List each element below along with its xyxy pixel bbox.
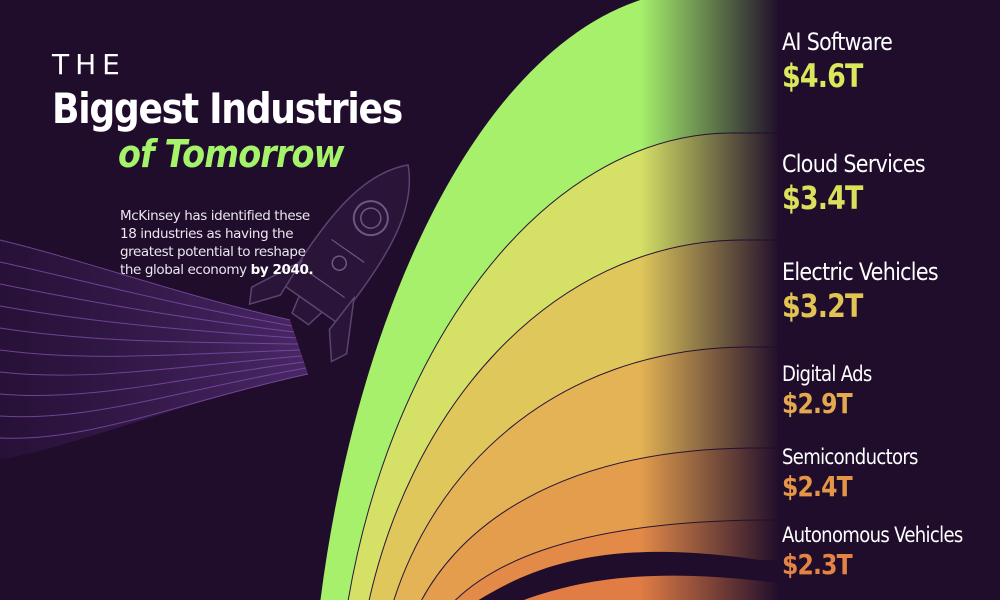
industry-name: AI Software bbox=[782, 28, 893, 56]
industry-value: $4.6T bbox=[782, 57, 863, 95]
right-panel bbox=[778, 0, 1000, 600]
industry-label-digital-ads: Digital Ads $2.9T bbox=[782, 362, 886, 420]
industry-label-electric-vehicles: Electric Vehicles $3.2T bbox=[782, 258, 963, 324]
industry-name: Cloud Services bbox=[782, 150, 926, 178]
industry-value: $2.4T bbox=[782, 470, 853, 503]
industry-labels: AI Software $4.6T Cloud Services $3.4T Elect… bbox=[782, 0, 1000, 600]
industry-value: $3.4T bbox=[782, 179, 863, 217]
industry-name: Electric Vehicles bbox=[782, 258, 939, 286]
industry-value: $3.2T bbox=[782, 287, 863, 325]
industry-name: Digital Ads bbox=[782, 362, 872, 386]
industry-label-autonomous-vehicles: Autonomous Vehicles $2.3T bbox=[782, 523, 992, 581]
title-block: THE Biggest Industries of Tomorrow bbox=[52, 48, 412, 177]
industry-value: $2.3T bbox=[782, 548, 853, 581]
industry-name: Semiconductors bbox=[782, 445, 918, 469]
rocket-icon bbox=[248, 164, 411, 363]
subtitle-bold: by 2040. bbox=[250, 262, 314, 278]
industry-label-cloud-services: Cloud Services $3.4T bbox=[782, 150, 948, 216]
rocket-trail-fill bbox=[0, 240, 308, 460]
title-accent: of Tomorrow bbox=[118, 132, 345, 176]
subtitle: McKinsey has identified these 18 industr… bbox=[120, 207, 330, 279]
right-fade bbox=[640, 0, 780, 600]
subtitle-text: McKinsey has identified these 18 industr… bbox=[120, 208, 310, 278]
industry-value: $2.9T bbox=[782, 387, 853, 420]
page-title: Biggest Industries bbox=[52, 84, 403, 133]
industry-label-semiconductors: Semiconductors $2.4T bbox=[782, 445, 940, 503]
title-prefix: THE bbox=[52, 48, 126, 81]
industry-label-ai-software: AI Software $4.6T bbox=[782, 28, 910, 94]
industry-name: Autonomous Vehicles bbox=[782, 523, 963, 547]
